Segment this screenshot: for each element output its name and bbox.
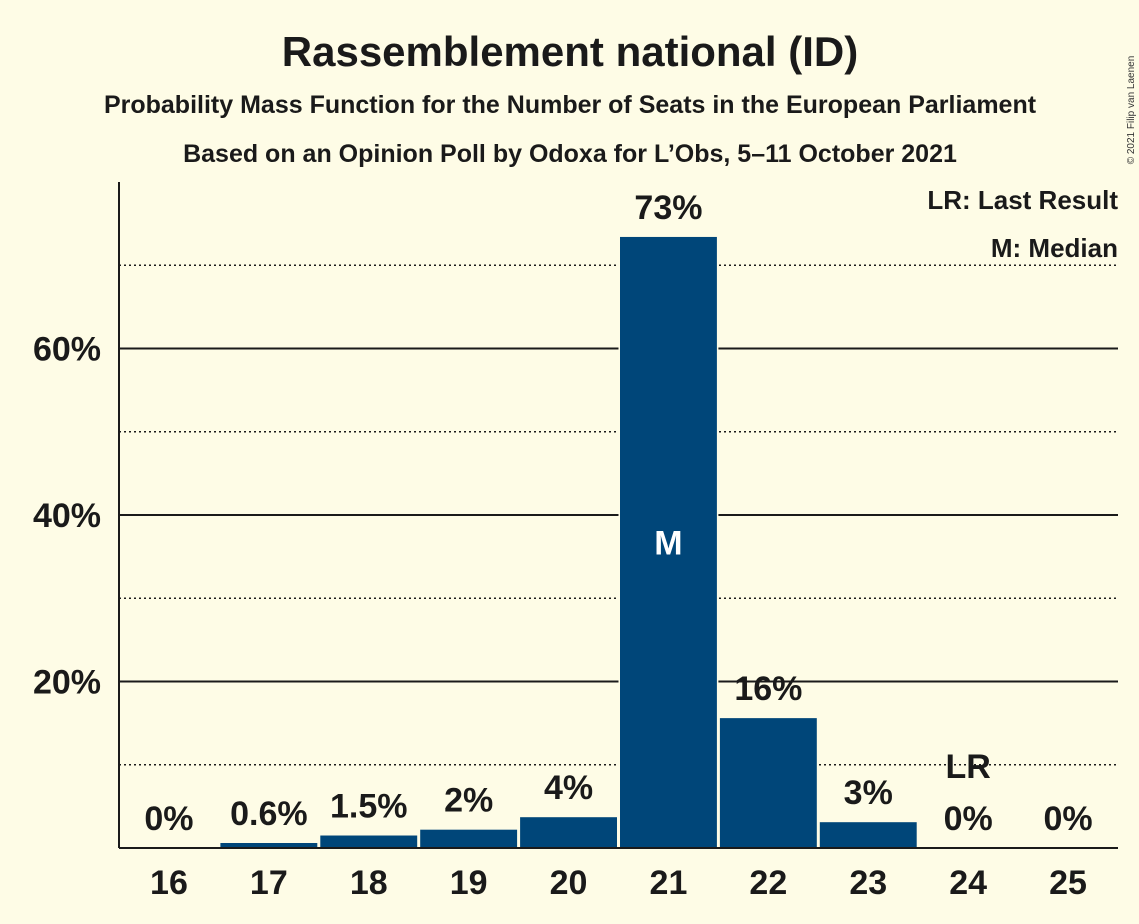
median-marker: M (654, 524, 682, 562)
x-tick-label: 18 (350, 864, 388, 902)
x-tick-label: 22 (749, 864, 787, 902)
chart-subtitle-poll: Based on an Opinion Poll by Odoxa for L’… (183, 140, 957, 168)
chart-title: Rassemblement national (ID) (282, 28, 858, 75)
y-tick-label: 60% (33, 331, 101, 369)
chart-subtitle: Probability Mass Function for the Number… (104, 91, 1037, 119)
bar-seats-20 (520, 817, 617, 848)
data-label-24: 0% (944, 800, 993, 838)
x-tick-label: 16 (150, 864, 188, 902)
legend-median: M: Median (991, 233, 1118, 263)
bars (218, 236, 919, 848)
data-label-19: 2% (444, 782, 493, 820)
x-tick-label: 17 (250, 864, 288, 902)
legend-last-result: LR: Last Result (927, 185, 1118, 215)
y-tick-label: 20% (33, 664, 101, 702)
x-tick-label: 24 (949, 864, 987, 902)
x-tick-label: 23 (849, 864, 887, 902)
bar-seats-19 (420, 829, 518, 848)
x-axis-ticks: 16 17 18 19 20 21 22 23 24 25 (150, 864, 1087, 902)
data-labels: 0% 0.6% 1.5% 2% 4% 73% M 16% 3% 0% LR 0% (144, 189, 1092, 838)
y-tick-label: 40% (33, 497, 101, 535)
x-tick-label: 25 (1049, 864, 1087, 902)
y-axis-ticks: 20% 40% 60% (33, 331, 101, 702)
bar-seats-22 (719, 718, 817, 848)
data-label-20: 4% (544, 769, 593, 807)
bar-seats-18 (320, 835, 418, 848)
x-tick-label: 19 (450, 864, 488, 902)
data-label-22: 16% (734, 670, 802, 708)
last-result-marker: LR (945, 748, 990, 786)
bar-seats-17 (220, 843, 318, 848)
data-label-23: 3% (844, 774, 893, 812)
data-label-18: 1.5% (330, 788, 408, 826)
data-label-21: 73% (634, 189, 702, 227)
data-label-16: 0% (144, 800, 193, 838)
copyright-notice: © 2021 Filip van Laenen (1126, 56, 1137, 165)
data-label-25: 0% (1043, 800, 1092, 838)
bar-seats-21 (620, 236, 717, 848)
x-tick-label: 20 (550, 864, 588, 902)
bar-seats-23 (819, 822, 917, 848)
data-label-17: 0.6% (230, 795, 308, 833)
x-tick-label: 21 (650, 864, 688, 902)
